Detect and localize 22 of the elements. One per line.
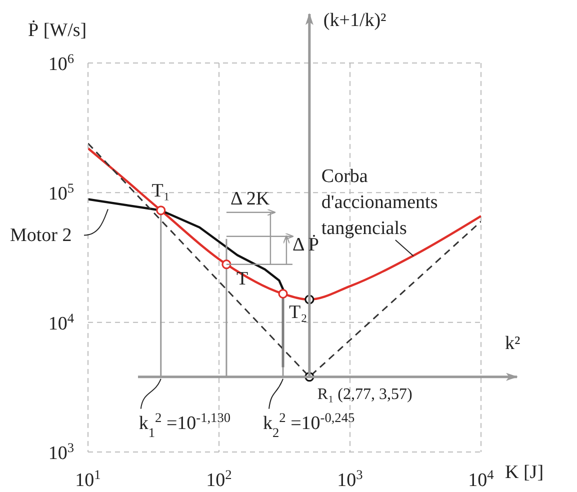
annotation: k$_{1}$$^{2}$ =10$^{-1,130}$ — [138, 409, 231, 440]
series-label: Corba d'accionaments tangencials — [321, 166, 438, 239]
x-tick-label: 10$^{1}$ — [75, 466, 101, 491]
annotation: R₁ (2,77, 3,57) — [317, 386, 412, 403]
x-axis-title: K [J] — [505, 462, 544, 483]
annotation: T₁ — [152, 180, 170, 202]
series-label: Motor 2 — [10, 225, 72, 246]
x-tick-label: 10$^{2}$ — [206, 466, 232, 491]
y-tick-label: 10$^{3}$ — [48, 440, 74, 464]
y-tick-label: 10$^{4}$ — [48, 310, 74, 334]
annotation: Δ Ṗ — [292, 234, 319, 256]
annotation: Δ 2K — [230, 188, 270, 210]
annotation: T — [236, 268, 248, 290]
y-axis-title: Ṗ [W/s] — [28, 20, 87, 41]
x-tick-label: 10$^{4}$ — [468, 466, 494, 491]
annotation: T₂ — [289, 302, 308, 323]
y-tick-label: 10$^{6}$ — [48, 50, 74, 75]
ref-line-label: k² — [505, 332, 520, 354]
ref-line-label: (k+1/k)² — [323, 10, 387, 31]
annotation: k$_{2}$$^{2}$ =10$^{-0,245}$ — [263, 409, 355, 440]
y-tick-label: 10$^{5}$ — [48, 180, 74, 205]
x-tick-label: 10$^{3}$ — [337, 466, 364, 491]
